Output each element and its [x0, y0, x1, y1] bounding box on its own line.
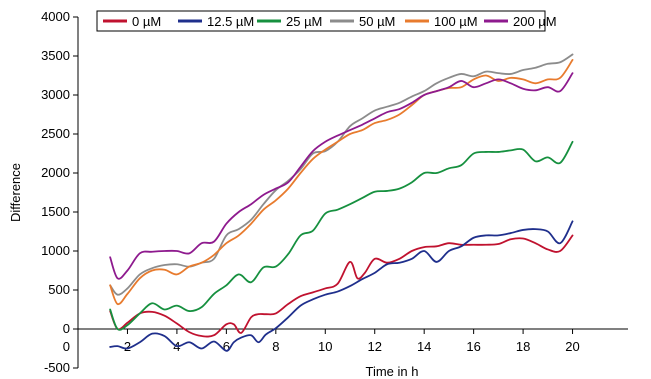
y-tick-label: 0: [63, 321, 70, 336]
x-tick-label: 20: [565, 339, 579, 354]
legend-label: 200 µM: [513, 14, 557, 29]
x-tick-label: 14: [417, 339, 431, 354]
legend: 0 µM 12.5 µM 25 µM 50 µM 100 µM 200 µM: [96, 10, 557, 32]
x-tick-label: 2: [124, 339, 131, 354]
y-tick-label: 3500: [41, 48, 70, 63]
x-tick-label: 18: [516, 339, 530, 354]
legend-label: 50 µM: [359, 14, 395, 29]
y-tick-label: 1000: [41, 243, 70, 258]
x-origin-label: 0: [63, 339, 70, 354]
series-line-4: [109, 59, 574, 306]
series-line-1: [109, 220, 574, 352]
series-line-3: [109, 53, 574, 296]
x-tick-label: 10: [318, 339, 332, 354]
y-tick-label: -500: [44, 360, 70, 375]
y-tick-label: 500: [48, 282, 70, 297]
series-line-0: [109, 234, 574, 338]
x-tick-label: 16: [466, 339, 480, 354]
y-tick-label: 2000: [41, 165, 70, 180]
x-tick-label: 12: [367, 339, 381, 354]
series-line-2: [109, 140, 574, 331]
x-tick-label: 8: [272, 339, 279, 354]
y-tick-label: 2500: [41, 126, 70, 141]
series-lines: [109, 53, 574, 352]
y-tick-label: 1500: [41, 204, 70, 219]
x-tick-label: 6: [223, 339, 230, 354]
y-axis-title: Difference: [8, 163, 23, 222]
legend-label: 100 µM: [434, 14, 478, 29]
y-tick-label: 4000: [41, 9, 70, 24]
legend-label: 0 µM: [132, 14, 161, 29]
y-tick-label: 3000: [41, 87, 70, 102]
legend-label: 12.5 µM: [207, 14, 254, 29]
axis-labels: Time in h Difference: [8, 163, 418, 379]
series-line-5: [109, 72, 574, 280]
legend-label: 25 µM: [286, 14, 322, 29]
x-axis-title: Time in h: [366, 364, 419, 379]
legend-box: [96, 10, 546, 32]
